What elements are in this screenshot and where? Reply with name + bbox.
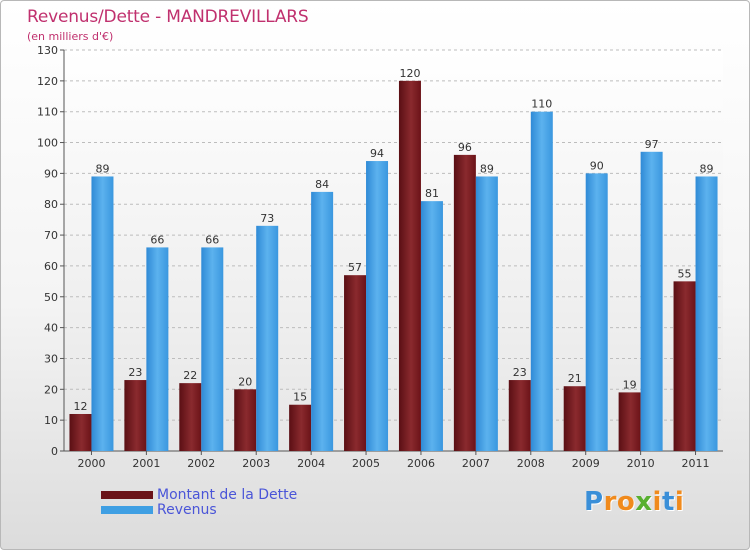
bar-dette <box>673 281 696 451</box>
bar-dette <box>69 413 92 451</box>
data-label-dette: 15 <box>293 391 307 404</box>
bar-dette <box>563 386 586 451</box>
data-label-revenus: 90 <box>590 159 604 172</box>
legend: Montant de la Dette Revenus <box>101 486 298 518</box>
data-label-revenus: 66 <box>150 233 164 246</box>
bar-dette <box>508 380 531 451</box>
logo-letter: P <box>584 487 604 517</box>
bar-revenus <box>146 247 169 451</box>
chart-subtitle: (en milliers d'€) <box>27 30 114 43</box>
y-tick-label: 20 <box>44 383 58 396</box>
bar-revenus <box>475 176 498 451</box>
legend-swatch-dette <box>101 490 153 499</box>
plot-area <box>64 50 723 451</box>
x-tick-label: 2006 <box>407 457 435 470</box>
data-label-revenus: 81 <box>425 187 439 200</box>
logo-letter: r <box>603 487 617 517</box>
data-label-revenus: 89 <box>480 162 494 175</box>
proxiti-logo: Proxiti <box>584 487 684 517</box>
data-label-dette: 19 <box>623 378 637 391</box>
data-label-revenus: 110 <box>531 98 552 111</box>
bar-dette <box>289 404 312 451</box>
bar-revenus <box>311 191 334 451</box>
y-tick-label: 100 <box>37 137 58 150</box>
x-tick-label: 2001 <box>132 457 160 470</box>
logo-letter: i <box>674 487 685 517</box>
legend-label-revenus: Revenus <box>157 501 217 518</box>
y-tick-label: 120 <box>37 75 58 88</box>
x-tick-label: 2009 <box>572 457 600 470</box>
bar-revenus <box>640 151 663 452</box>
data-label-dette: 12 <box>73 400 87 413</box>
bar-dette <box>344 275 367 451</box>
bar-revenus <box>256 225 279 451</box>
bar-revenus <box>91 176 114 451</box>
bar-revenus <box>585 173 608 451</box>
legend-item-revenus: Revenus <box>101 501 297 518</box>
data-label-revenus: 89 <box>95 162 109 175</box>
y-tick-label: 60 <box>44 260 58 273</box>
y-tick-label: 40 <box>44 322 58 335</box>
bar-revenus <box>420 201 443 451</box>
data-label-revenus: 73 <box>260 212 274 225</box>
bar-revenus <box>695 176 718 451</box>
data-label-revenus: 97 <box>645 138 659 151</box>
x-tick-label: 2008 <box>517 457 545 470</box>
x-tick-label: 2004 <box>297 457 325 470</box>
bar-dette <box>453 154 476 451</box>
legend-swatch-revenus <box>101 505 153 514</box>
y-tick-label: 0 <box>51 445 58 458</box>
y-tick-label: 110 <box>37 106 58 119</box>
logo-letter: o <box>616 487 636 517</box>
bar-dette <box>618 392 641 451</box>
legend-item-dette: Montant de la Dette <box>101 486 298 503</box>
y-tick-label: 10 <box>44 414 58 427</box>
x-tick-label: 2007 <box>462 457 490 470</box>
legend-label-dette: Montant de la Dette <box>157 486 298 503</box>
data-label-dette: 120 <box>399 67 420 80</box>
y-tick-label: 90 <box>44 167 58 180</box>
data-label-dette: 23 <box>513 366 527 379</box>
y-tick-label: 30 <box>44 352 58 365</box>
x-tick-label: 2005 <box>352 457 380 470</box>
bar-revenus <box>530 111 553 451</box>
y-tick-label: 70 <box>44 229 58 242</box>
data-label-revenus: 66 <box>205 233 219 246</box>
data-label-dette: 57 <box>348 261 362 274</box>
data-label-revenus: 89 <box>700 162 714 175</box>
bar-dette <box>124 380 147 451</box>
data-label-dette: 55 <box>678 267 692 280</box>
data-label-dette: 20 <box>238 375 252 388</box>
x-tick-label: 2002 <box>187 457 215 470</box>
y-tick-label: 50 <box>44 291 58 304</box>
data-label-dette: 23 <box>128 366 142 379</box>
x-tick-label: 2010 <box>627 457 655 470</box>
y-tick-label: 80 <box>44 198 58 211</box>
bar-dette <box>179 383 202 451</box>
data-label-dette: 21 <box>568 372 582 385</box>
bar-revenus <box>201 247 224 451</box>
logo-letter: x <box>635 487 653 517</box>
logo-letter: t <box>661 487 675 517</box>
data-label-revenus: 94 <box>370 147 384 160</box>
x-tick-label: 2003 <box>242 457 270 470</box>
x-tick-label: 2011 <box>682 457 710 470</box>
bar-revenus <box>366 161 389 452</box>
data-label-revenus: 84 <box>315 178 329 191</box>
y-tick-label: 130 <box>37 44 58 57</box>
logo-letter: i <box>652 487 662 517</box>
bar-dette <box>234 389 257 451</box>
data-label-dette: 22 <box>183 369 197 382</box>
x-tick-label: 2000 <box>77 457 105 470</box>
chart-title: Revenus/Dette - MANDREVILLARS <box>27 7 309 27</box>
bar-dette <box>398 80 421 451</box>
data-label-dette: 96 <box>458 141 472 154</box>
